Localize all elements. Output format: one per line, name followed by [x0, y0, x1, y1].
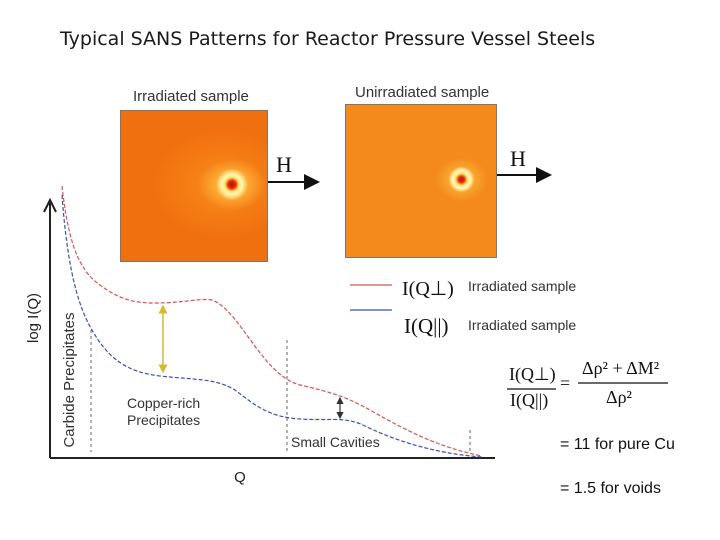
copper-annotation-line2: Precipitates [127, 412, 200, 428]
legend-text-perp: Irradiated sample [468, 278, 577, 294]
curve-i-q-par [61, 194, 483, 458]
page-title: Typical SANS Patterns for Reactor Pressu… [60, 28, 596, 50]
legend-formula-perp: I(Q⊥) [402, 278, 454, 300]
ratio-lhs-denominator: I(Q||) [510, 390, 549, 410]
field-label-unirradiated: H [510, 146, 526, 171]
unirradiated-detector-image [345, 104, 497, 258]
ratio-lhs-numerator: I(Q⊥) [509, 364, 556, 384]
irradiated-detector-image [120, 110, 268, 262]
ratio-rhs-numerator: Δρ² + ΔM² [582, 358, 660, 378]
copper-annotation-line1: Copper-rich [127, 395, 200, 411]
cavities-annotation: Small Cavities [291, 434, 380, 450]
y-axis-arrowhead [43, 197, 57, 213]
ratio-equals: = [560, 373, 571, 393]
curve-i-q-perp [61, 185, 483, 457]
unirradiated-panel-label: Unirradiated sample [355, 84, 490, 101]
ratio-rhs-denominator: Δρ² [606, 387, 632, 407]
legend-text-par: Irradiated sample [468, 317, 577, 333]
ratio-note-voids: = 1.5 for voids [560, 480, 661, 497]
legend-formula-par: I(Q||) [404, 314, 449, 338]
x-axis-label: Q [234, 469, 246, 486]
carbide-annotation: Carbide Precipitates [61, 312, 78, 447]
irradiated-panel-label: Irradiated sample [133, 88, 249, 105]
ratio-note-copper: = 11 for pure Cu [560, 436, 675, 453]
field-label-irradiated: H [276, 152, 292, 177]
y-axis-label: log I(Q) [25, 293, 42, 343]
